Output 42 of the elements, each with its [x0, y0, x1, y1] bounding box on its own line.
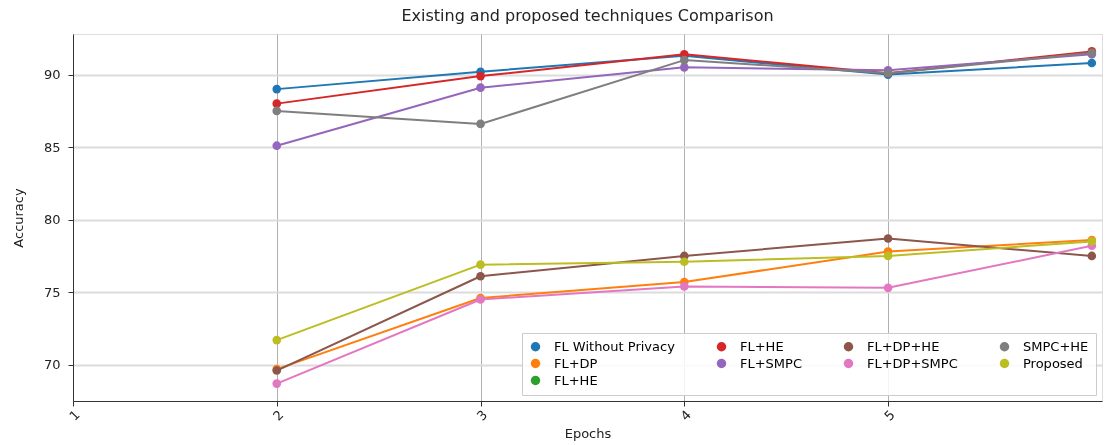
point: [476, 260, 485, 269]
point: [883, 234, 893, 243]
y-tick-label: 75: [43, 284, 61, 300]
point: [883, 251, 893, 261]
chart-title: Existing and proposed techniques Comparison: [401, 6, 774, 25]
legend-label: FL+SMPC: [740, 355, 802, 371]
point: [476, 119, 485, 129]
y-axis-title: Accuracy: [10, 188, 26, 248]
y-tick-label: 70: [43, 357, 61, 373]
point: [272, 379, 282, 388]
point: [272, 141, 282, 151]
legend-label: FL+DP: [554, 355, 598, 371]
x-tick-label: 3: [473, 407, 491, 424]
y-tick-label: 85: [43, 139, 61, 155]
x-axis-title: Epochs: [564, 425, 612, 441]
point: [476, 83, 485, 92]
point: [272, 106, 282, 116]
legend-label: FL+HE: [740, 338, 784, 354]
point: [272, 84, 282, 94]
legend-label: SMPC+HE: [1023, 338, 1089, 354]
legend-label: FL+DP+HE: [867, 338, 940, 354]
legend-label: FL+HE: [554, 372, 598, 388]
legend-label: FL Without Privacy: [554, 338, 676, 354]
point: [1087, 251, 1097, 261]
point: [272, 335, 282, 345]
point: [476, 271, 485, 281]
point: [476, 71, 485, 81]
x-tick-label: 1: [66, 407, 83, 424]
y-tick-label: 90: [43, 67, 61, 83]
x-tick-label: 2: [269, 407, 287, 424]
y-tick-label: 80: [43, 212, 61, 228]
point: [679, 282, 689, 291]
point: [679, 63, 689, 72]
legend-label: Proposed: [1023, 355, 1083, 371]
point: [272, 99, 282, 108]
point: [883, 283, 893, 293]
point: [679, 257, 689, 267]
x-tick-label: 5: [881, 407, 898, 424]
point: [1087, 58, 1097, 68]
point: [679, 55, 689, 65]
legend-label: FL+DP+SMPC: [867, 355, 958, 371]
x-tick-label: 4: [677, 407, 694, 424]
